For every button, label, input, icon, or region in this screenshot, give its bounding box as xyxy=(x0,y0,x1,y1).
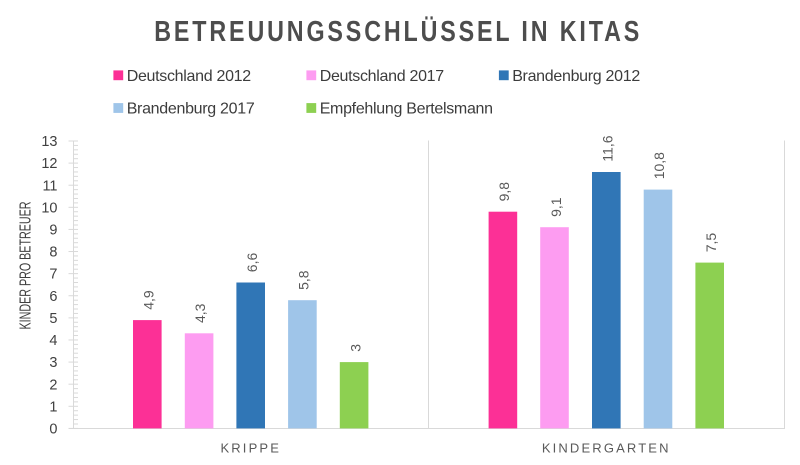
svg-text:9,8: 9,8 xyxy=(496,182,512,202)
svg-text:6,6: 6,6 xyxy=(244,253,260,273)
svg-text:11: 11 xyxy=(42,178,57,194)
svg-text:3: 3 xyxy=(49,355,57,371)
svg-text:7,5: 7,5 xyxy=(703,233,719,253)
svg-text:BETREUUNGSSCHLÜSSEL IN KITAS: BETREUUNGSSCHLÜSSEL IN KITAS xyxy=(154,15,642,48)
svg-text:8: 8 xyxy=(49,245,57,261)
svg-text:11,6: 11,6 xyxy=(600,135,616,161)
svg-text:5: 5 xyxy=(49,311,57,327)
svg-text:3: 3 xyxy=(347,344,363,352)
svg-text:5,8: 5,8 xyxy=(296,270,312,290)
svg-text:Brandenburg 2012: Brandenburg 2012 xyxy=(512,68,640,85)
svg-text:7: 7 xyxy=(49,267,57,283)
svg-text:12: 12 xyxy=(41,156,57,172)
svg-text:Brandenburg 2017: Brandenburg 2017 xyxy=(127,101,255,118)
svg-text:10: 10 xyxy=(41,200,57,216)
svg-text:4: 4 xyxy=(49,333,57,349)
svg-text:Deutschland 2017: Deutschland 2017 xyxy=(320,68,445,85)
svg-text:9: 9 xyxy=(49,223,57,239)
svg-text:13: 13 xyxy=(41,134,57,150)
svg-text:KINDER PRO BETREUER: KINDER PRO BETREUER xyxy=(18,202,35,330)
svg-text:10,8: 10,8 xyxy=(651,152,667,179)
svg-text:1: 1 xyxy=(49,399,57,415)
svg-text:9,1: 9,1 xyxy=(548,197,564,217)
svg-text:4,9: 4,9 xyxy=(141,290,157,310)
svg-text:Deutschland 2012: Deutschland 2012 xyxy=(127,68,252,85)
svg-text:4,3: 4,3 xyxy=(192,303,208,323)
svg-text:KRIPPE: KRIPPE xyxy=(220,440,281,455)
svg-text:Empfehlung Bertelsmann: Empfehlung Bertelsmann xyxy=(320,101,493,118)
svg-text:0: 0 xyxy=(49,422,57,438)
svg-text:6: 6 xyxy=(49,289,57,305)
svg-text:KINDERGARTEN: KINDERGARTEN xyxy=(542,440,671,455)
svg-text:2: 2 xyxy=(49,377,57,393)
